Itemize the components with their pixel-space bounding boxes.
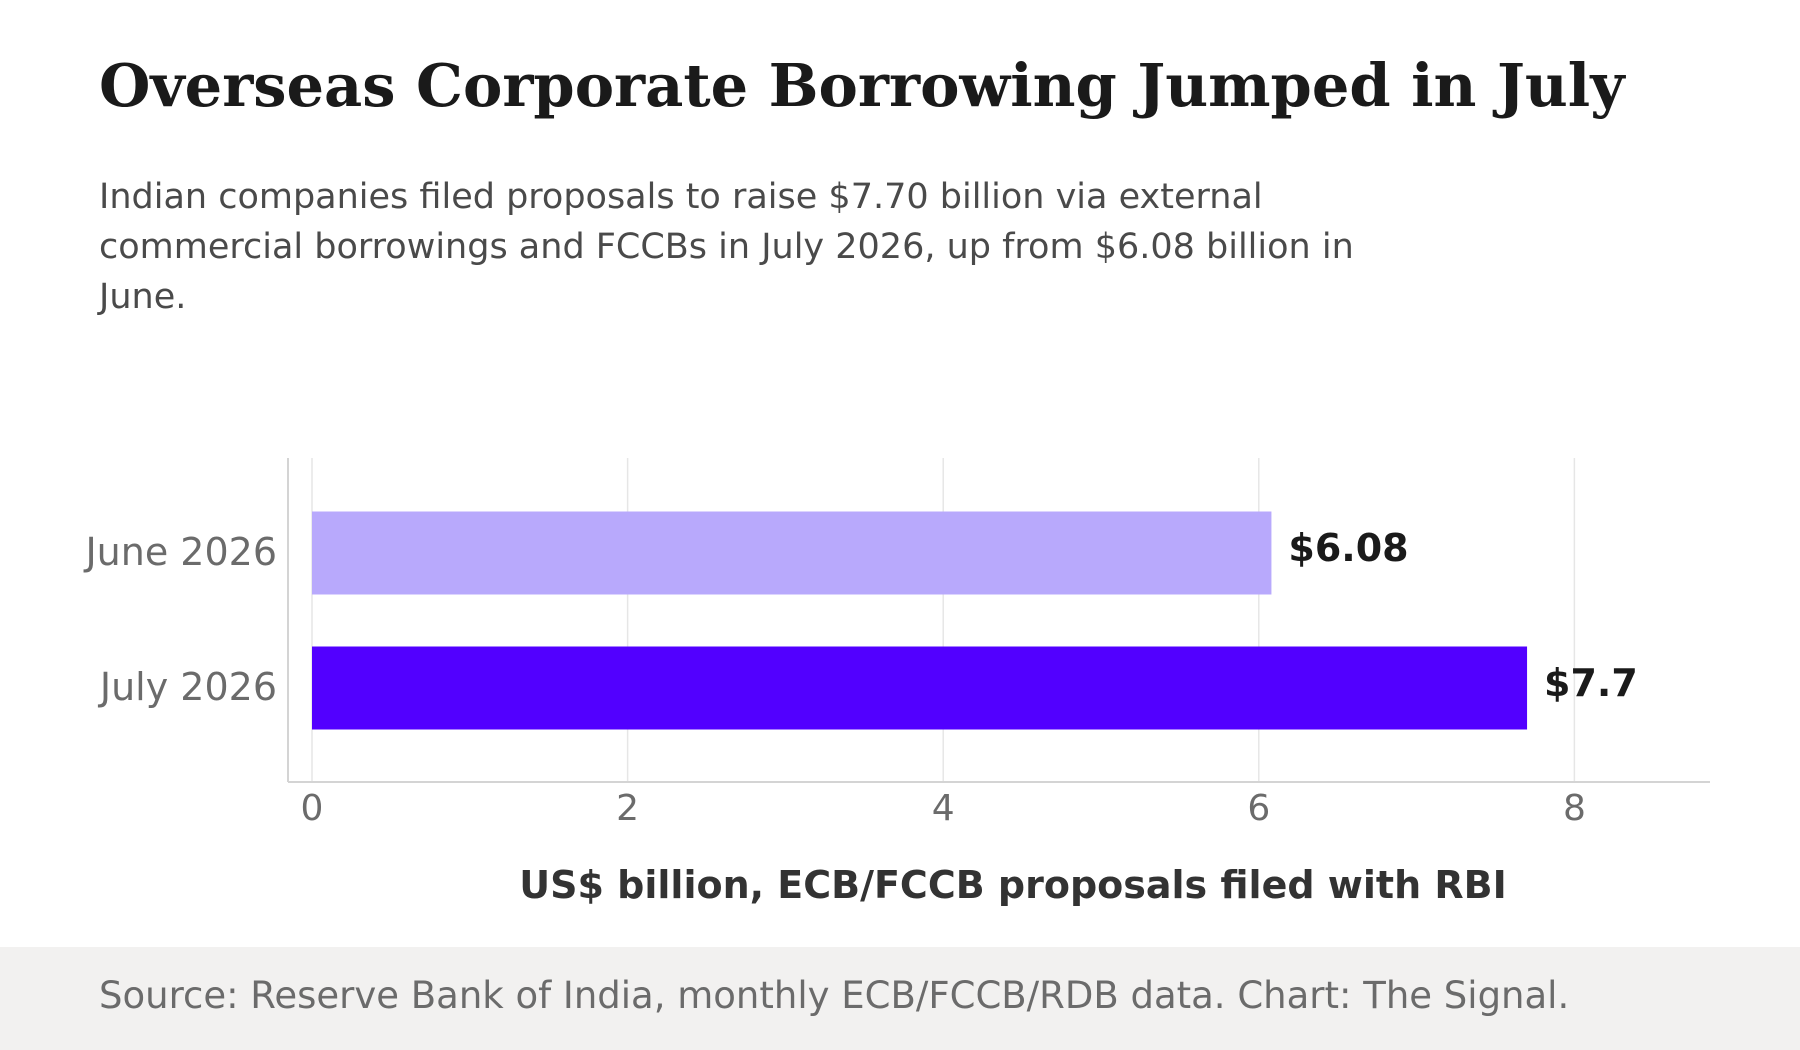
- y-category-label: July 2026: [98, 665, 277, 709]
- x-tick-label: 6: [1247, 788, 1270, 829]
- bar-1: [312, 511, 1272, 595]
- x-axis-title: US$ billion, ECB/FCCB proposals filed wi…: [519, 863, 1506, 907]
- axes: [287, 458, 1710, 783]
- x-tick-label: 2: [616, 788, 639, 829]
- gridlines: [311, 458, 1576, 782]
- source-note: Source: Reserve Bank of India, monthly E…: [99, 974, 1570, 1017]
- x-tick-label: 0: [301, 788, 324, 829]
- chart-title: Overseas Corporate Borrowing Jumped in J…: [99, 51, 1625, 120]
- bars: [312, 511, 1528, 730]
- bar-value-label: $7.7: [1544, 661, 1638, 705]
- bar-chart: 0 2 4 6 8 June 2026 $6.08 July 2026 $7.7 US$ bill…: [83, 458, 1710, 907]
- chart-subtitle: Indian companies filed proposals to rais…: [99, 177, 1354, 317]
- bar-2: [312, 646, 1528, 730]
- labels: 0 2 4 6 8 June 2026 $6.08 July 2026 $7.7 US$ bill…: [83, 526, 1637, 907]
- x-tick-label: 8: [1563, 788, 1586, 829]
- footer-band: [0, 947, 1800, 1050]
- bar-value-label: $6.08: [1288, 526, 1408, 570]
- y-category-label: June 2026: [83, 530, 277, 574]
- x-tick-label: 4: [932, 788, 955, 829]
